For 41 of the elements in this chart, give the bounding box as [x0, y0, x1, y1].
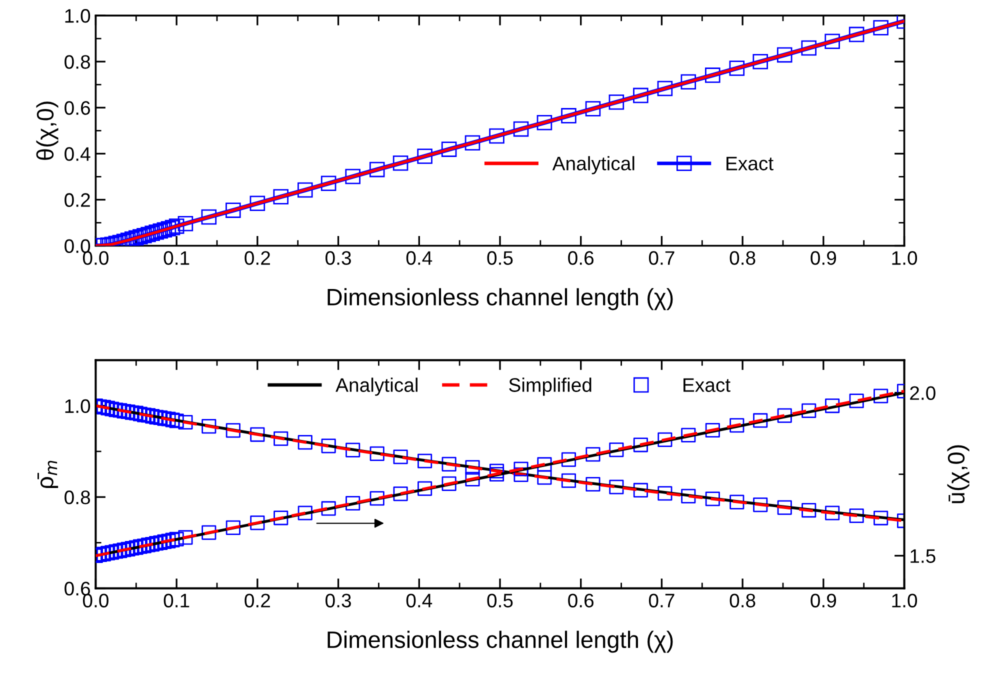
y-tick-label: 0.6: [64, 582, 90, 596]
y-axis-title: ρ̄$_{m}$: [37, 460, 58, 488]
y-tick-label: 1.0: [65, 9, 90, 23]
x-tick-label: 0.8: [730, 594, 756, 608]
x-tick-label: 0.6: [568, 594, 594, 608]
x-tick-label: 1.0: [892, 251, 918, 265]
x-tick-label: 0.0: [82, 594, 108, 608]
x-tick-label: 0.4: [406, 594, 432, 608]
x-tick-label: 0.1: [164, 594, 190, 608]
y-tick-label: 0.8: [64, 55, 90, 69]
x-tick-label: 0.6: [568, 251, 594, 265]
x-tick-label: 0.4: [406, 251, 432, 265]
y-tick-label: 1.0: [65, 399, 90, 414]
y-tick-label: 0.4: [64, 147, 90, 161]
legend-label: Analytical: [336, 378, 418, 396]
y-tick-label: 0.2: [64, 193, 90, 207]
y2-axis-title: ū(χ,0): [947, 445, 970, 504]
x-tick-label: 0.0: [82, 251, 108, 265]
y-axis-title: θ(χ,0): [36, 102, 58, 160]
legend-label: Exact: [684, 378, 730, 392]
x-tick-label: 0.8: [730, 251, 756, 265]
x-tick-label: 0.3: [326, 251, 351, 265]
y2-tick-label: 1.5: [910, 549, 936, 563]
x-tick-label: 1.0: [892, 594, 918, 608]
x-axis-title: Dimensionless channel length (χ): [328, 288, 673, 310]
x-tick-label: 0.7: [648, 251, 674, 265]
x-tick-label: 0.5: [487, 594, 513, 608]
x-tick-label: 0.9: [810, 594, 836, 608]
x-axis-title: Dimensionless channel length (χ): [328, 630, 673, 653]
legend-label: Simplified: [509, 378, 592, 396]
x-tick-label: 0.1: [164, 251, 190, 265]
y-tick-label: 0.8: [64, 490, 90, 504]
x-tick-label: 0.9: [810, 251, 836, 265]
y-tick-label: 0.0: [64, 239, 90, 253]
x-tick-label: 0.2: [244, 251, 270, 265]
x-tick-label: 0.3: [326, 594, 351, 608]
x-tick-label: 0.5: [487, 251, 513, 265]
y2-tick-label: 2.0: [910, 386, 936, 400]
x-tick-label: 0.2: [244, 594, 270, 608]
x-tick-label: 0.7: [648, 594, 674, 608]
y-tick-label: 0.6: [64, 101, 90, 115]
